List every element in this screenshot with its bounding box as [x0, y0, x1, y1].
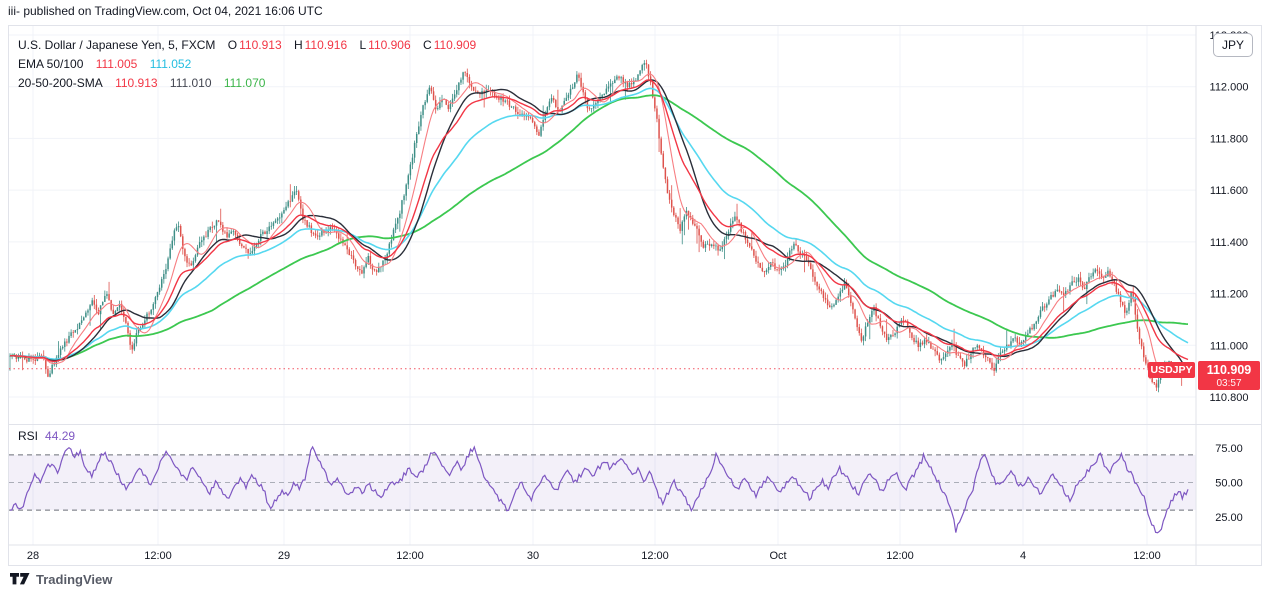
svg-text:4: 4 — [1020, 550, 1026, 562]
svg-text:28: 28 — [27, 550, 39, 562]
close-label: C — [423, 38, 432, 52]
legend-sma-row[interactable]: 20-50-200-SMA 110.913 111.010 111.070 — [18, 74, 478, 93]
rsi-value: 44.29 — [45, 429, 76, 443]
sma50-value: 111.010 — [169, 76, 212, 90]
svg-text:111.600: 111.600 — [1210, 185, 1248, 197]
last-price-badge: 110.909 03:57 — [1198, 361, 1260, 390]
svg-text:12:00: 12:00 — [886, 550, 914, 562]
svg-text:75.00: 75.00 — [1215, 443, 1243, 455]
symbol-title: U.S. Dollar / Japanese Yen, 5, FXCM — [18, 38, 216, 52]
bar-countdown: 03:57 — [1216, 377, 1242, 389]
tradingview-brand-link[interactable]: TradingView — [10, 572, 112, 587]
gridlines — [9, 26, 1196, 545]
rsi-legend[interactable]: RSI 44.29 — [18, 429, 75, 443]
last-price-symbol-badge: USDJPY — [1148, 362, 1195, 378]
svg-text:110.800: 110.800 — [1210, 392, 1249, 404]
ema-100-line — [10, 87, 1189, 361]
svg-text:111.200: 111.200 — [1210, 289, 1248, 301]
published-caption: iii- published on TradingView.com, Oct 0… — [8, 4, 323, 18]
sma20-value: 110.913 — [115, 76, 158, 90]
price-axis[interactable]: 112.200112.000111.800111.600111.400111.2… — [1210, 30, 1249, 524]
svg-text:111.400: 111.400 — [1210, 237, 1248, 249]
svg-text:25.00: 25.00 — [1215, 512, 1243, 524]
svg-text:12:00: 12:00 — [1133, 550, 1161, 562]
sma-200-line — [9, 94, 1189, 362]
ema50-value: 111.005 — [95, 57, 138, 71]
chart-legend: U.S. Dollar / Japanese Yen, 5, FXCM O 110… — [18, 36, 478, 93]
rsi-label: RSI — [18, 429, 39, 443]
close-value: 110.909 — [433, 38, 477, 52]
svg-text:12:00: 12:00 — [144, 550, 172, 562]
svg-text:112.000: 112.000 — [1210, 82, 1249, 94]
ema-50-line — [10, 79, 1189, 363]
chart-container: 112.200112.000111.800111.600111.400111.2… — [8, 25, 1262, 566]
svg-text:30: 30 — [527, 550, 539, 562]
rsi-line — [9, 445, 1189, 534]
legend-symbol-row[interactable]: U.S. Dollar / Japanese Yen, 5, FXCM O 110… — [18, 36, 478, 55]
chart-canvas[interactable]: 112.200112.000111.800111.600111.400111.2… — [8, 25, 1262, 566]
svg-text:50.00: 50.00 — [1215, 478, 1243, 490]
high-label: H — [293, 38, 303, 52]
open-label: O — [227, 38, 238, 52]
svg-text:Oct: Oct — [769, 550, 786, 562]
time-axis[interactable]: 28 12:00 29 12:00 30 12:00 Oct 12:00 4 12:00 — [27, 550, 1161, 562]
ema100-value: 111.052 — [149, 57, 192, 71]
open-value: 110.913 — [239, 38, 282, 52]
low-value: 110.906 — [368, 38, 411, 52]
svg-text:111.800: 111.800 — [1210, 133, 1248, 145]
brand-name: TradingView — [36, 572, 113, 587]
high-value: 110.916 — [304, 38, 348, 52]
sma-20-line — [9, 73, 1189, 376]
sma-title: 20-50-200-SMA — [18, 76, 103, 90]
svg-text:12:00: 12:00 — [396, 550, 424, 562]
currency-toggle-badge[interactable]: JPY — [1213, 33, 1253, 57]
last-price-value: 110.909 — [1206, 363, 1252, 377]
sma200-value: 111.070 — [223, 76, 266, 90]
svg-text:12:00: 12:00 — [641, 550, 669, 562]
svg-text:29: 29 — [278, 550, 290, 562]
svg-text:111.000: 111.000 — [1210, 340, 1248, 352]
chart-border — [8, 25, 1262, 566]
low-label: L — [359, 38, 367, 52]
tradingview-logo-icon — [10, 572, 30, 584]
legend-ema-row[interactable]: EMA 50/100 111.005 111.052 — [18, 55, 478, 74]
sma-50-line — [9, 79, 1189, 369]
ema-title: EMA 50/100 — [18, 57, 84, 71]
